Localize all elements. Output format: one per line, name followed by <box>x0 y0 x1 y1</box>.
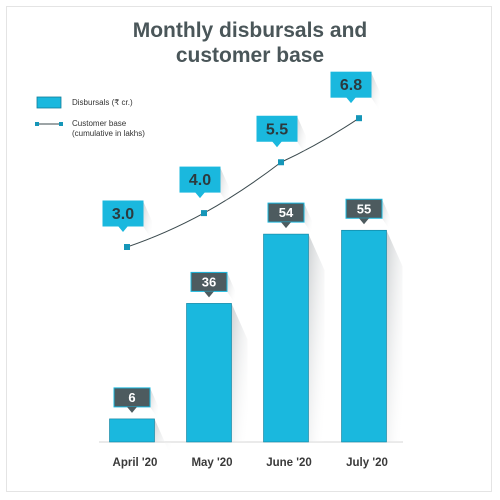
bar-value-pointer <box>204 291 214 298</box>
bar <box>263 233 309 443</box>
legend-line-marker-left <box>35 122 39 126</box>
line-value-label: 6.8 <box>340 77 362 94</box>
bar-value-label: 36 <box>202 274 216 289</box>
bar-label-shadow <box>304 203 312 235</box>
line-value-pointer <box>346 97 356 104</box>
line-value-box <box>330 71 372 98</box>
line-label-shadow <box>297 116 306 156</box>
chart-frame <box>6 6 492 492</box>
line-label-shadow <box>371 72 380 112</box>
line-value-pointer <box>195 192 205 199</box>
bar-label-shadow <box>382 199 390 231</box>
bar-value-pointer <box>127 406 137 413</box>
legend-label-disbursals: Disbursals (₹ cr.) <box>72 98 133 107</box>
line-value-label: 5.5 <box>266 121 288 138</box>
bar-value-pointer <box>359 218 369 225</box>
line-point <box>201 210 207 217</box>
bar <box>341 229 387 443</box>
line-value-box <box>256 115 298 142</box>
bar <box>186 303 232 443</box>
line-label-shadow <box>220 167 229 207</box>
bar-shadow <box>386 230 403 442</box>
x-tick-label: July '20 <box>346 457 388 469</box>
line-point <box>278 159 284 166</box>
bar-shadow <box>231 303 248 442</box>
bar-shadow <box>154 418 171 455</box>
bar-value-label: 54 <box>279 205 294 220</box>
legend-label-customer-base-2: (cumulative in lakhs) <box>72 129 145 138</box>
bar-value-label: 6 <box>128 390 135 405</box>
bar <box>109 418 155 443</box>
line-value-pointer <box>272 141 282 148</box>
x-tick-label: May '20 <box>191 457 232 469</box>
legend-bar-swatch <box>36 96 62 109</box>
line-point <box>124 244 130 250</box>
legend-label-customer-base-1: Customer base <box>72 119 127 128</box>
line-value-box <box>179 166 221 193</box>
line-value-label: 4.0 <box>189 172 211 189</box>
line-value-pointer <box>118 226 128 232</box>
line-label-shadow <box>143 201 152 240</box>
bar-label-shadow <box>227 272 235 304</box>
legend-line-marker-right <box>59 122 63 126</box>
chart-title-line-1: Monthly disbursals and <box>132 19 368 42</box>
line-point <box>356 115 362 122</box>
customer-base-line <box>126 117 360 248</box>
bar-value-label: 55 <box>357 201 371 216</box>
x-tick-label: June '20 <box>266 457 312 469</box>
bar-label-shadow <box>150 387 158 419</box>
x-tick-label: April '20 <box>113 457 158 469</box>
bar-value-pointer <box>281 222 291 229</box>
chart-title-line-2: customer base <box>175 44 325 67</box>
line-value-label: 3.0 <box>112 206 134 223</box>
bar-shadow <box>308 234 325 442</box>
